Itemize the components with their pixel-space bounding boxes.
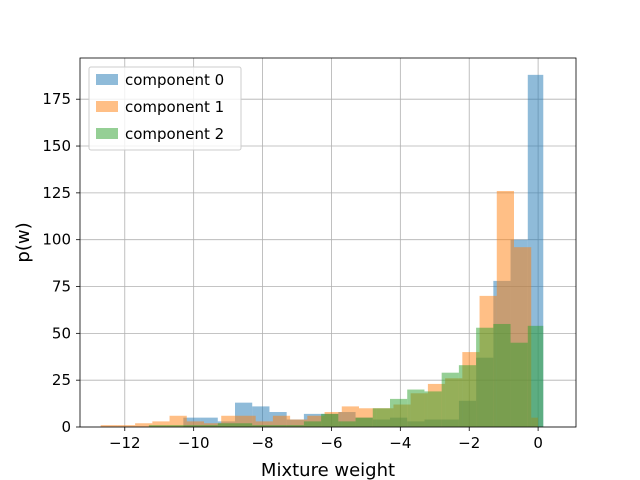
bar-component-2-4 bbox=[217, 423, 235, 427]
x-tick-label: −4 bbox=[389, 434, 411, 452]
legend-label: component 2 bbox=[125, 125, 224, 143]
legend-swatch bbox=[96, 74, 118, 85]
histogram-bars bbox=[100, 74, 544, 428]
legend-label: component 1 bbox=[125, 98, 224, 116]
bar-component-1-8 bbox=[238, 415, 256, 427]
grid-lines bbox=[80, 58, 576, 428]
bar-component-1-11 bbox=[290, 419, 308, 427]
x-axis-ticks: −12 −10 −8 −6 −4 −2 0 bbox=[109, 427, 543, 452]
bar-component-2-10 bbox=[321, 413, 339, 427]
bar-component-2-9 bbox=[303, 421, 322, 427]
x-tick-label: −12 bbox=[109, 434, 141, 452]
y-tick-label: 0 bbox=[61, 418, 71, 436]
bar-component-2-18 bbox=[458, 365, 477, 427]
legend: component 0 component 1 component 2 bbox=[88, 66, 242, 151]
bar-component-2-21 bbox=[510, 342, 528, 427]
y-axis-ticks: 0 25 50 75 100 125 150 175 bbox=[42, 90, 80, 436]
bar-component-2-8 bbox=[286, 425, 304, 427]
bar-component-2-14 bbox=[390, 398, 408, 427]
bar-component-2-1 bbox=[166, 425, 184, 427]
bar-component-2-15 bbox=[407, 389, 425, 427]
bar-component-0-1 bbox=[200, 417, 218, 427]
bar-component-2-2 bbox=[183, 425, 201, 427]
bar-component-1-1 bbox=[117, 425, 136, 427]
bar-component-1-4 bbox=[169, 415, 187, 427]
bar-component-1-5 bbox=[186, 421, 204, 427]
legend-box bbox=[88, 66, 242, 151]
bar-component-2-13 bbox=[372, 408, 390, 427]
y-tick-label: 100 bbox=[42, 231, 71, 249]
bar-component-2-20 bbox=[493, 323, 511, 427]
bar-component-2-17 bbox=[441, 372, 459, 427]
bar-component-2-0 bbox=[148, 425, 167, 427]
bar-component-2-5 bbox=[235, 423, 253, 427]
bar-component-1-7 bbox=[221, 415, 239, 427]
y-tick-label: 75 bbox=[52, 278, 71, 296]
y-tick-label: 150 bbox=[42, 137, 71, 155]
bar-component-2-22 bbox=[527, 325, 544, 427]
x-tick-label: 0 bbox=[533, 434, 543, 452]
y-tick-label: 175 bbox=[42, 90, 71, 108]
bar-component-2-7 bbox=[269, 425, 287, 427]
bar-component-2-6 bbox=[252, 425, 270, 427]
bar-component-1-9 bbox=[255, 421, 273, 427]
y-tick-label: 50 bbox=[52, 324, 71, 342]
bar-component-1-2 bbox=[135, 423, 153, 427]
x-tick-label: −8 bbox=[251, 434, 273, 452]
bar-component-2-16 bbox=[424, 391, 442, 427]
x-tick-label: −10 bbox=[178, 434, 210, 452]
bar-component-1-10 bbox=[272, 415, 291, 427]
legend-swatch bbox=[96, 101, 118, 112]
x-tick-label: −2 bbox=[458, 434, 480, 452]
plot-frame bbox=[79, 57, 577, 428]
bar-component-2-12 bbox=[355, 417, 373, 427]
bar-component-2-3 bbox=[200, 425, 218, 427]
bar-component-1-3 bbox=[152, 421, 170, 427]
bar-component-1-0 bbox=[100, 425, 118, 427]
y-tick-label: 125 bbox=[42, 184, 71, 202]
x-tick-label: −6 bbox=[320, 434, 342, 452]
y-tick-label: 25 bbox=[52, 371, 71, 389]
bar-component-2-19 bbox=[476, 327, 494, 427]
legend-label: component 0 bbox=[125, 71, 224, 89]
legend-swatch bbox=[96, 128, 118, 139]
x-axis-label: Mixture weight bbox=[261, 460, 395, 480]
y-axis-label: p(w) bbox=[13, 222, 34, 262]
bar-component-2-11 bbox=[338, 421, 356, 427]
